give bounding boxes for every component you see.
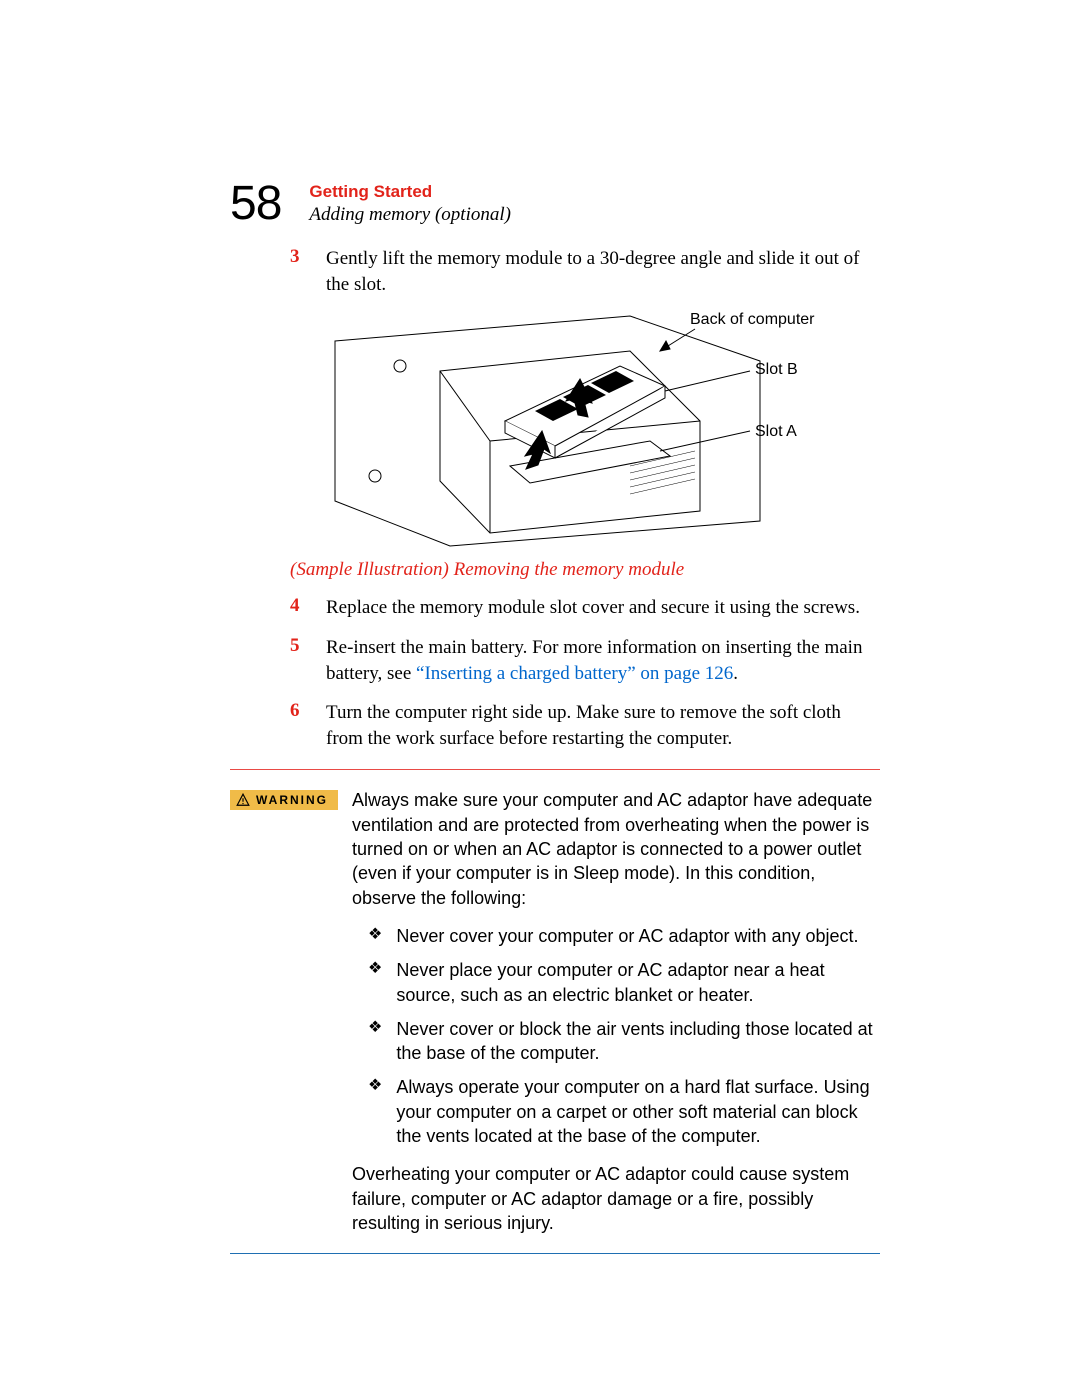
page-header: 58 Getting Started Adding memory (option… bbox=[230, 180, 880, 228]
cross-reference-link[interactable]: “Inserting a charged battery” on page 12… bbox=[416, 663, 733, 684]
header-titles: Getting Started Adding memory (optional) bbox=[309, 180, 511, 226]
bullet-text: Never place your computer or AC adaptor … bbox=[396, 958, 880, 1007]
diamond-bullet-icon: ❖ bbox=[368, 1075, 382, 1097]
warning-badge-text: WARNING bbox=[256, 793, 328, 807]
diamond-bullet-icon: ❖ bbox=[368, 924, 382, 946]
illustration-caption: (Sample Illustration) Removing the memor… bbox=[290, 559, 880, 581]
memory-module-illustration: Back of computer Slot B Slot A bbox=[330, 311, 850, 551]
warning-bullet: ❖ Never place your computer or AC adaptor… bbox=[368, 958, 880, 1007]
step-text: Turn the computer right side up. Make su… bbox=[326, 700, 880, 751]
divider-red-top bbox=[230, 769, 880, 770]
step-5: 5 Re-insert the main battery. For more i… bbox=[230, 635, 880, 686]
bullet-text: Never cover or block the air vents inclu… bbox=[396, 1017, 880, 1066]
warning-badge: WARNING bbox=[230, 790, 338, 810]
step-text-after: . bbox=[733, 663, 738, 684]
divider-blue-bottom bbox=[230, 1253, 880, 1254]
warning-bullet: ❖ Never cover or block the air vents incl… bbox=[368, 1017, 880, 1066]
step-text: Re-insert the main battery. For more inf… bbox=[326, 635, 880, 686]
page: 58 Getting Started Adding memory (option… bbox=[0, 0, 1080, 1397]
illustration-label-slot-a: Slot A bbox=[755, 423, 797, 441]
step-text: Gently lift the memory module to a 30-de… bbox=[326, 246, 880, 297]
step-6: 6 Turn the computer right side up. Make … bbox=[230, 700, 880, 751]
warning-outro: Overheating your computer or AC adaptor … bbox=[352, 1162, 880, 1235]
diamond-bullet-icon: ❖ bbox=[368, 1017, 382, 1039]
step-4: 4 Replace the memory module slot cover a… bbox=[230, 595, 880, 621]
step-number: 6 bbox=[290, 700, 308, 722]
warning-triangle-icon bbox=[236, 793, 250, 807]
bullet-text: Never cover your computer or AC adaptor … bbox=[396, 924, 858, 948]
warning-bullet-list: ❖ Never cover your computer or AC adaptor… bbox=[352, 924, 880, 1148]
bullet-text: Always operate your computer on a hard f… bbox=[396, 1075, 880, 1148]
warning-intro: Always make sure your computer and AC ad… bbox=[352, 788, 880, 909]
warning-bullet: ❖ Always operate your computer on a hard … bbox=[368, 1075, 880, 1148]
chapter-title: Getting Started bbox=[309, 182, 511, 202]
step-number: 3 bbox=[290, 246, 308, 268]
section-title: Adding memory (optional) bbox=[309, 204, 511, 226]
diamond-bullet-icon: ❖ bbox=[368, 958, 382, 980]
step-number: 4 bbox=[290, 595, 308, 617]
illustration-label-slot-b: Slot B bbox=[755, 361, 798, 379]
page-number: 58 bbox=[230, 180, 281, 228]
step-number: 5 bbox=[290, 635, 308, 657]
warning-bullet: ❖ Never cover your computer or AC adaptor… bbox=[368, 924, 880, 948]
warning-body: Always make sure your computer and AC ad… bbox=[352, 788, 880, 1235]
step-3: 3 Gently lift the memory module to a 30-… bbox=[230, 246, 880, 297]
warning-block: WARNING Always make sure your computer a… bbox=[230, 788, 880, 1235]
illustration-label-back: Back of computer bbox=[690, 311, 815, 329]
step-text: Replace the memory module slot cover and… bbox=[326, 595, 860, 621]
